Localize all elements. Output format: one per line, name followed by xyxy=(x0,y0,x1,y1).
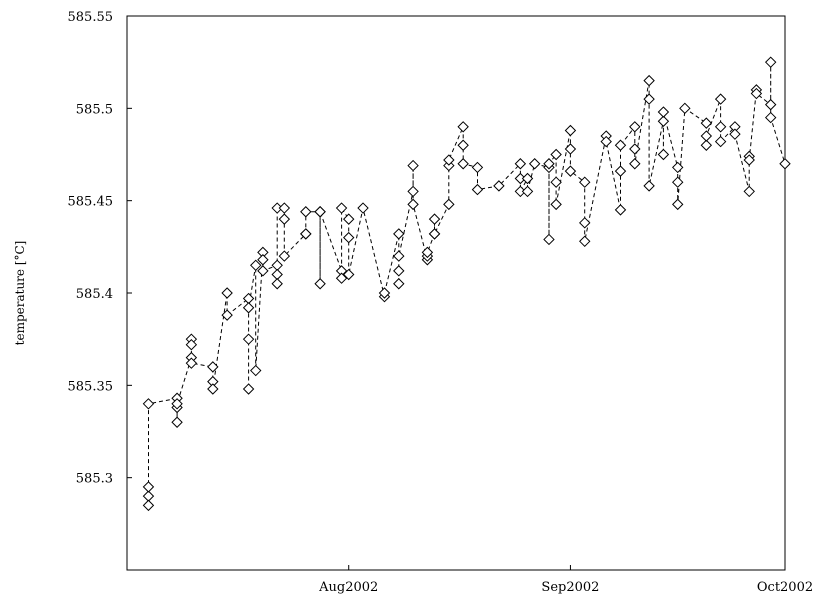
data-point xyxy=(580,218,590,228)
data-point xyxy=(272,279,282,289)
data-point xyxy=(244,334,254,344)
data-point xyxy=(430,214,440,224)
data-point xyxy=(658,116,668,126)
data-point xyxy=(658,150,668,160)
data-point xyxy=(315,207,325,217)
data-point xyxy=(172,417,182,427)
data-point xyxy=(208,362,218,372)
data-point xyxy=(544,234,554,244)
data-point xyxy=(630,122,640,132)
data-point xyxy=(272,270,282,280)
data-point xyxy=(580,236,590,246)
data-point xyxy=(337,203,347,213)
y-tick-label: 585.4 xyxy=(76,287,113,302)
data-point xyxy=(616,166,626,176)
data-point xyxy=(766,57,776,67)
data-point xyxy=(472,162,482,172)
data-point xyxy=(673,199,683,209)
data-point xyxy=(551,177,561,187)
data-point xyxy=(530,159,540,169)
data-point xyxy=(766,113,776,123)
data-point xyxy=(523,186,533,196)
x-tick-label: Sep2002 xyxy=(541,580,599,595)
data-point xyxy=(458,122,468,132)
data-point xyxy=(143,399,153,409)
data-point xyxy=(766,100,776,110)
data-point xyxy=(143,482,153,492)
data-point xyxy=(644,76,654,86)
data-point xyxy=(244,384,254,394)
y-tick-label: 585.55 xyxy=(68,10,114,25)
data-point xyxy=(472,185,482,195)
data-point xyxy=(279,214,289,224)
data-point xyxy=(458,159,468,169)
y-tick-label: 585.35 xyxy=(68,379,114,394)
y-tick-label: 585.45 xyxy=(68,195,114,210)
data-point xyxy=(279,203,289,213)
data-point xyxy=(408,186,418,196)
data-point xyxy=(344,233,354,243)
data-point xyxy=(251,366,261,376)
data-point xyxy=(616,140,626,150)
data-point xyxy=(272,260,282,270)
data-point xyxy=(143,500,153,510)
data-point xyxy=(208,384,218,394)
data-point xyxy=(344,214,354,224)
data-point xyxy=(244,303,254,313)
data-point xyxy=(315,279,325,289)
data-point xyxy=(143,491,153,501)
data-point xyxy=(408,161,418,171)
data-point xyxy=(444,199,454,209)
data-point xyxy=(565,125,575,135)
x-tick-label: Oct2002 xyxy=(757,580,813,595)
data-point xyxy=(701,131,711,141)
data-point xyxy=(458,140,468,150)
data-point xyxy=(408,199,418,209)
x-tick-label: Aug2002 xyxy=(318,580,378,595)
data-point xyxy=(716,122,726,132)
data-point xyxy=(430,229,440,239)
data-point xyxy=(394,229,404,239)
data-point xyxy=(523,174,533,184)
data-point xyxy=(658,107,668,117)
data-point xyxy=(680,103,690,113)
data-point xyxy=(358,203,368,213)
data-point xyxy=(701,140,711,150)
y-axis: 585.3 585.35 585.4 585.45 585.5 585.55 xyxy=(68,10,133,487)
data-point xyxy=(565,144,575,154)
data-point xyxy=(394,266,404,276)
y-tick-label: 585.5 xyxy=(76,102,113,117)
data-point xyxy=(744,186,754,196)
data-point xyxy=(394,251,404,261)
data-point xyxy=(701,118,711,128)
data-point xyxy=(394,279,404,289)
data-point xyxy=(244,294,254,304)
data-point xyxy=(673,177,683,187)
data-point xyxy=(565,166,575,176)
data-point xyxy=(644,181,654,191)
data-point xyxy=(222,288,232,298)
y-axis-title: temperature [°C] xyxy=(13,241,27,346)
data-point xyxy=(780,159,790,169)
y-tick-label: 585.3 xyxy=(76,472,113,487)
series-layer xyxy=(143,57,790,510)
data-point xyxy=(716,94,726,104)
data-point xyxy=(580,177,590,187)
data-point xyxy=(551,150,561,160)
data-point xyxy=(551,199,561,209)
data-point xyxy=(716,137,726,147)
data-point xyxy=(301,207,311,217)
data-point xyxy=(630,159,640,169)
data-point xyxy=(616,205,626,215)
